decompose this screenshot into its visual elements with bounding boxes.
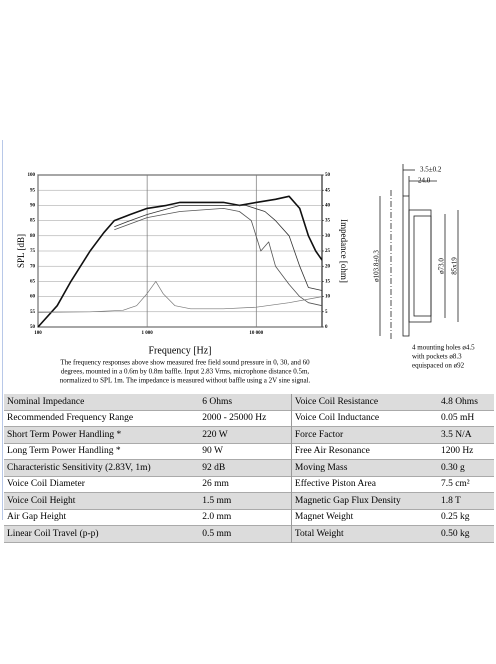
table-cell: Voice Coil Inductance bbox=[290, 410, 438, 427]
table-cell: 90 W bbox=[202, 446, 223, 457]
caption-line: normalized to SPL 1m. The impedance is m… bbox=[60, 377, 311, 385]
table-cell: Linear Coil Travel (p-p) bbox=[4, 525, 200, 542]
y2-tick-label: 5 bbox=[325, 310, 328, 315]
y2-tick-label: 50 bbox=[325, 173, 331, 178]
table-cell: Total Weight bbox=[290, 525, 438, 542]
y-tick-label: 90 bbox=[30, 204, 36, 209]
y-tick-label: 80 bbox=[30, 234, 36, 239]
table-cell: Magnetic Gap Flux Density bbox=[290, 492, 438, 509]
table-row: Characteristic Sensitivity (2.83V, 1m) 92… bbox=[4, 459, 494, 476]
y-tick-label: 50 bbox=[30, 325, 36, 330]
body bbox=[408, 209, 432, 323]
caption-line: The frequency responses above show measu… bbox=[60, 359, 310, 367]
magnet bbox=[413, 215, 432, 317]
y2-tick-label: 0 bbox=[325, 325, 328, 330]
dim-label: 24.0 bbox=[418, 177, 431, 185]
y-tick-label: 95 bbox=[30, 188, 36, 193]
table-cell: 1.5 mm bbox=[199, 492, 292, 509]
table-cell: 0.50 kg bbox=[437, 525, 494, 542]
series-line bbox=[114, 208, 323, 307]
y-axis-label: SPL [dB] bbox=[16, 234, 26, 268]
flange bbox=[402, 195, 410, 337]
table-cell: Voice Coil Diameter bbox=[7, 479, 85, 490]
table-row: Linear Coil Travel (p-p) 0.5 mm Total Weig… bbox=[4, 525, 494, 542]
y-tick-label: 85 bbox=[30, 219, 36, 224]
table-cell: Effective Piston Area bbox=[290, 476, 438, 493]
x-tick-label: 100 bbox=[34, 331, 42, 336]
table-cell: 0.25 kg bbox=[440, 512, 470, 523]
y2-axis-label: Impedance [ohm] bbox=[339, 219, 349, 283]
table-row: Voice Coil Diameter 26 mm Effective Piston… bbox=[4, 476, 494, 493]
y-tick-label: 60 bbox=[30, 295, 36, 300]
table-cell: Nominal Impedance bbox=[4, 394, 200, 410]
table-cell: Short Term Power Handling * bbox=[4, 426, 200, 443]
y2-tick-label: 40 bbox=[325, 204, 331, 209]
table-row: Nominal Impedance 6 Ohms Voice Coil Resist… bbox=[4, 394, 494, 410]
table-cell: Free Air Resonance bbox=[290, 443, 438, 460]
x-axis-label: Frequency [Hz] bbox=[148, 345, 211, 356]
table-row: Air Gap Height 2.0 mm Magnet Weight 0.25 kg bbox=[4, 509, 494, 526]
table-cell: 4.8 Ohms bbox=[437, 394, 494, 410]
y-tick-label: 55 bbox=[30, 310, 36, 315]
table-row: Long Term Power Handling * 90 W Free Air R… bbox=[4, 443, 494, 460]
y2-tick-label: 25 bbox=[325, 249, 331, 254]
table-cell: 220 W bbox=[199, 426, 292, 443]
spec-table: Nominal Impedance 6 Ohms Voice Coil Resist… bbox=[4, 394, 494, 543]
y2-tick-label: 15 bbox=[325, 280, 331, 285]
table-cell: 1200 Hz bbox=[440, 446, 474, 457]
table-cell: 2.0 mm bbox=[202, 512, 232, 523]
table-cell: Voice Coil Resistance bbox=[290, 394, 438, 410]
table-cell: 2000 - 25000 Hz bbox=[202, 413, 267, 424]
x-tick-label: 1 000 bbox=[142, 331, 154, 336]
table-cell: Recommended Frequency Range bbox=[7, 413, 134, 424]
table-cell: Air Gap Height bbox=[7, 512, 67, 523]
x-tick-label: 10 000 bbox=[249, 331, 263, 336]
dim-label: 3.5±0.2 bbox=[420, 166, 442, 174]
dim-label: 85x19 bbox=[451, 257, 459, 275]
drawing bbox=[379, 164, 459, 340]
table-cell: 1.8 T bbox=[437, 492, 494, 509]
series-line bbox=[114, 205, 323, 291]
caption-line: degrees, mounted in a 0.6m by 0.8m baffl… bbox=[61, 368, 310, 376]
table-cell: 26 mm bbox=[202, 479, 229, 490]
note: 4 mounting holes ø4.5 bbox=[412, 344, 475, 352]
table-cell: 0.5 mm bbox=[199, 525, 292, 542]
y2-tick-label: 10 bbox=[325, 295, 331, 300]
table-cell: Long Term Power Handling * bbox=[7, 446, 121, 457]
table-cell: Force Factor bbox=[290, 426, 438, 443]
table-cell: 6 Ohms bbox=[199, 394, 292, 410]
table-cell: 0.05 mH bbox=[440, 413, 475, 424]
table-cell: 7.5 cm² bbox=[440, 479, 470, 490]
series-line bbox=[37, 281, 323, 313]
table-cell: Voice Coil Height bbox=[4, 492, 200, 509]
note: equispaced on ø92 bbox=[412, 362, 465, 370]
table-cell: Moving Mass bbox=[290, 459, 438, 476]
table-cell: 3.5 N/A bbox=[437, 426, 494, 443]
table-row: Voice Coil Height 1.5 mm Magnetic Gap Flux… bbox=[4, 492, 494, 509]
table-cell: Characteristic Sensitivity (2.83V, 1m) bbox=[4, 459, 200, 476]
y2-tick-label: 45 bbox=[325, 188, 331, 193]
table-row: Short Term Power Handling * 220 W Force Fa… bbox=[4, 426, 494, 443]
chart: Frequency [Hz] SPL [dB] Impedance [ohm] … bbox=[16, 164, 475, 385]
note: with pockets ø8.3 bbox=[412, 353, 462, 361]
y-tick-label: 65 bbox=[30, 280, 36, 285]
dim-label: ø73.0 bbox=[438, 258, 446, 274]
table-cell: Magnet Weight bbox=[290, 509, 438, 526]
y-tick-label: 100 bbox=[28, 173, 36, 178]
y2-tick-label: 20 bbox=[325, 264, 331, 269]
y-tick-label: 70 bbox=[30, 264, 36, 269]
y2-tick-label: 30 bbox=[325, 234, 331, 239]
margin-line bbox=[2, 140, 3, 520]
table-cell: 0.30 g bbox=[437, 459, 494, 476]
table-cell: 92 dB bbox=[199, 459, 292, 476]
y2-tick-label: 35 bbox=[325, 219, 331, 224]
series-line bbox=[37, 195, 323, 328]
dim-label: ø103.8±0.3 bbox=[373, 250, 381, 282]
table-row: Recommended Frequency Range 2000 - 25000 … bbox=[4, 410, 494, 427]
y-tick-label: 75 bbox=[30, 249, 36, 254]
